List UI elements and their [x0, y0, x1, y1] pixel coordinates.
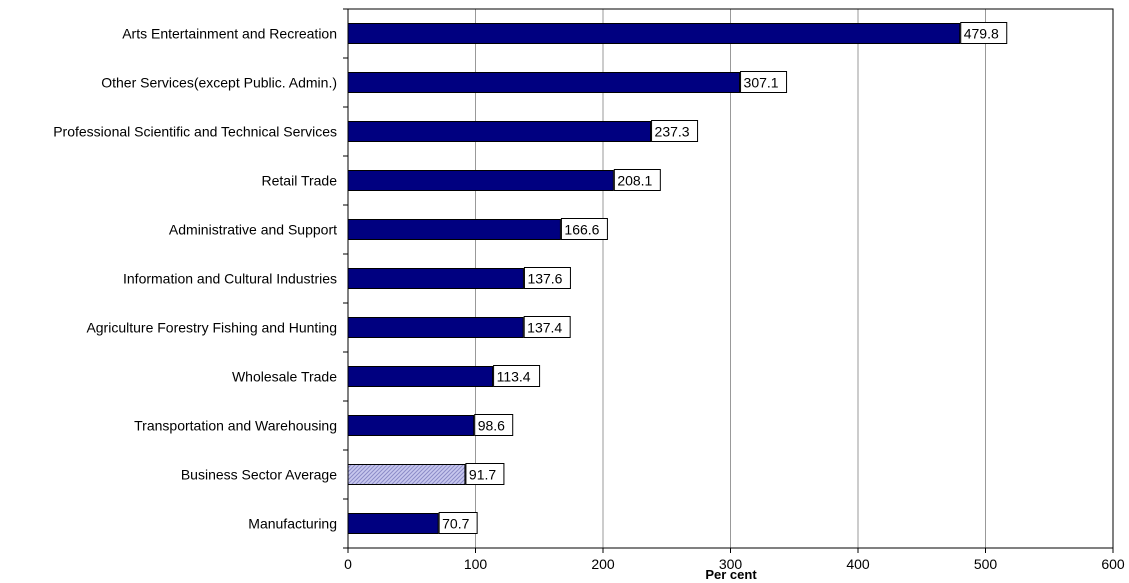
data-label-box [438, 512, 478, 534]
data-label-box [651, 120, 699, 142]
x-tick-label: 0 [344, 556, 352, 572]
category-label: Arts Entertainment and Recreation [122, 26, 337, 42]
bar [347, 366, 494, 387]
data-label-box [523, 267, 571, 289]
data-label-box [613, 169, 661, 191]
category-label: Other Services(except Public. Admin.) [101, 75, 337, 91]
bar [347, 317, 524, 338]
x-tick-label: 200 [591, 556, 615, 572]
data-label: 166.6 [564, 222, 599, 238]
x-tick-label: 500 [974, 556, 998, 572]
data-label: 137.6 [527, 271, 562, 287]
data-label-box [560, 218, 608, 240]
category-label: Wholesale Trade [232, 369, 337, 385]
bar-highlight [347, 464, 466, 485]
category-label: Transportation and Warehousing [134, 418, 337, 434]
axes [343, 8, 1114, 553]
bar [347, 219, 561, 240]
x-tick-label: 600 [1101, 556, 1125, 572]
category-label: Manufacturing [248, 516, 337, 532]
data-label-box [474, 414, 514, 436]
category-label: Professional Scientific and Technical Se… [53, 124, 337, 140]
data-label: 479.8 [964, 26, 999, 42]
bar [347, 72, 741, 93]
data-label-box [523, 316, 571, 338]
bar [347, 23, 961, 44]
data-label: 98.6 [478, 418, 505, 434]
category-label: Information and Cultural Industries [123, 271, 337, 287]
data-label: 91.7 [469, 467, 496, 483]
bar [347, 170, 614, 191]
data-label-box [465, 463, 505, 485]
x-axis-title: Per cent [705, 567, 757, 582]
data-label-box [740, 71, 788, 93]
bar [347, 268, 524, 289]
bar [347, 121, 652, 142]
category-label: Retail Trade [262, 173, 338, 189]
bars [347, 23, 961, 534]
category-label: Agriculture Forestry Fishing and Hunting [86, 320, 337, 336]
data-label: 237.3 [655, 124, 690, 140]
data-label: 307.1 [744, 75, 779, 91]
x-tick-label: 400 [846, 556, 870, 572]
labels: 0 100 200 300 400 500 600 Arts Entertainment an… [53, 22, 1125, 572]
data-label: 113.4 [497, 369, 531, 385]
category-label: Administrative and Support [169, 222, 337, 238]
data-label: 208.1 [617, 173, 652, 189]
bar [347, 513, 439, 534]
x-tick-label: 300 [719, 556, 743, 572]
data-label: 137.4 [527, 320, 562, 336]
data-label-box [960, 22, 1008, 44]
category-label: Business Sector Average [181, 467, 337, 483]
bar [347, 415, 475, 436]
data-label: 70.7 [442, 516, 469, 532]
x-tick-label: 100 [464, 556, 488, 572]
data-label-box [493, 365, 541, 387]
gridlines [475, 9, 986, 548]
